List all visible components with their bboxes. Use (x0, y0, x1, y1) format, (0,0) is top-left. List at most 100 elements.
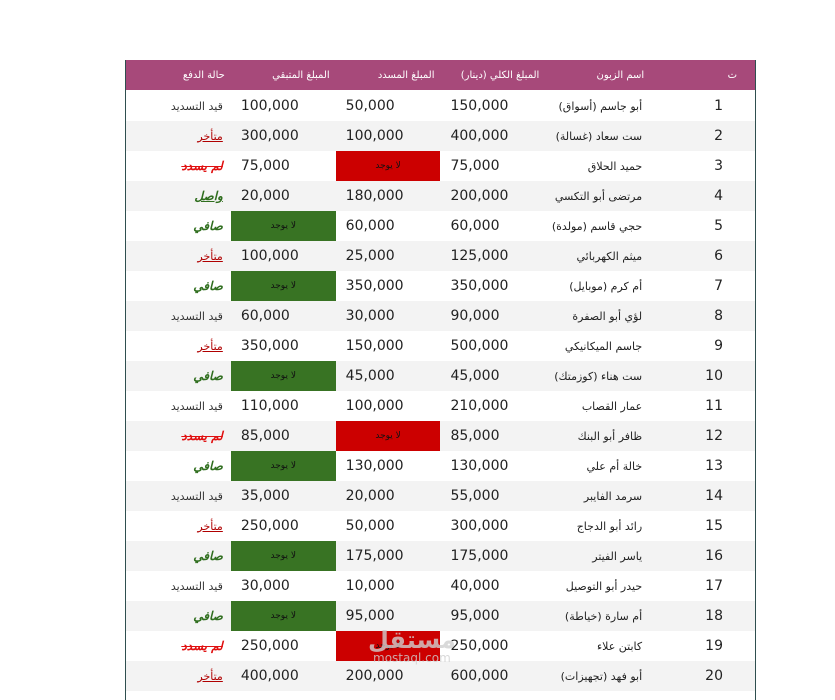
cell-remaining[interactable]: 30,000 (230, 571, 336, 601)
cell-remaining[interactable]: 20,000 (230, 181, 336, 211)
cell-name[interactable]: ست سعاد (غسالة) (545, 121, 651, 151)
cell-name[interactable]: عمار القصاب (545, 391, 651, 421)
cell-status[interactable]: متأخر (126, 511, 231, 541)
cell-paid[interactable]: 50,000 (335, 90, 441, 121)
cell-paid[interactable]: 60,000 (335, 211, 441, 241)
cell-total[interactable]: 85,000 (440, 421, 546, 451)
cell-name[interactable]: جاسم الميكانيكي (545, 331, 651, 361)
cell-total[interactable]: 200,000 (440, 181, 546, 211)
cell-name[interactable]: لؤي أبو الصفرة (545, 301, 651, 331)
cell-status[interactable]: صافي (126, 271, 231, 301)
cell-paid[interactable]: 50,000 (335, 511, 441, 541)
cell-index[interactable]: 12 (650, 421, 755, 451)
cell-total[interactable]: 75,000 (440, 151, 546, 181)
cell-paid[interactable]: 180,000 (335, 181, 441, 211)
cell-paid[interactable]: لا يوجد (335, 421, 441, 451)
cell-total[interactable]: 125,000 (440, 241, 546, 271)
cell-index[interactable]: 8 (650, 301, 755, 331)
cell-total[interactable]: 60,000 (440, 211, 546, 241)
cell-index[interactable]: 10 (650, 361, 755, 391)
cell-paid[interactable]: 45,000 (335, 361, 441, 391)
cell-total[interactable]: 350,000 (440, 271, 546, 301)
cell-remaining[interactable]: 250,000 (230, 631, 336, 661)
cell-remaining[interactable]: 100,000 (230, 90, 336, 121)
cell-remaining[interactable]: لا يوجد (230, 211, 336, 241)
cell-index[interactable]: 1 (650, 90, 755, 121)
cell-index[interactable]: 3 (650, 151, 755, 181)
cell-index[interactable]: 18 (650, 601, 755, 631)
cell-total[interactable]: 600,000 (440, 661, 546, 691)
cell-total[interactable]: 250,000 (440, 631, 546, 661)
cell-name[interactable]: حميد الحلاق (545, 151, 651, 181)
cell-remaining[interactable]: 250,000 (230, 511, 336, 541)
cell-status[interactable]: متأخر (126, 661, 231, 691)
cell-status[interactable]: صافي (126, 541, 231, 571)
cell-name[interactable]: ميثم الكهربائي (545, 241, 651, 271)
cell-total[interactable]: 95,000 (440, 601, 546, 631)
cell-index[interactable]: 14 (650, 481, 755, 511)
cell-remaining[interactable]: 60,000 (230, 301, 336, 331)
cell-index[interactable]: 5 (650, 211, 755, 241)
cell-name[interactable]: مرتضى أبو التكسي (545, 181, 651, 211)
cell-paid[interactable]: لا يوجد (335, 151, 441, 181)
cell-name[interactable]: حيدر أبو التوصيل (545, 571, 651, 601)
cell-paid[interactable]: 130,000 (335, 451, 441, 481)
cell-paid[interactable]: 25,000 (335, 241, 441, 271)
cell-name[interactable]: خالة أم علي (545, 451, 651, 481)
cell-index[interactable]: 15 (650, 511, 755, 541)
cell-name[interactable]: رائد أبو الدجاج (545, 511, 651, 541)
cell-remaining[interactable]: 350,000 (230, 331, 336, 361)
cell-status[interactable]: صافي (126, 361, 231, 391)
cell-name[interactable]: ظافر أبو البنك (545, 421, 651, 451)
cell-paid[interactable]: 100,000 (335, 121, 441, 151)
cell-paid[interactable]: 150,000 (335, 331, 441, 361)
cell-index[interactable]: 7 (650, 271, 755, 301)
cell-paid[interactable]: 100,000 (335, 391, 441, 421)
cell-total[interactable]: 400,000 (440, 121, 546, 151)
cell-index[interactable]: 2 (650, 121, 755, 151)
cell-status[interactable]: متأخر (126, 331, 231, 361)
cell-index[interactable]: 19 (650, 631, 755, 661)
cell-status[interactable]: قيد التسديد (126, 301, 231, 331)
cell-remaining[interactable]: 35,000 (230, 481, 336, 511)
cell-index[interactable]: 17 (650, 571, 755, 601)
cell-name[interactable]: سرمد الفايبر (545, 481, 651, 511)
cell-total[interactable]: 500,000 (440, 331, 546, 361)
cell-remaining[interactable]: 100,000 (230, 241, 336, 271)
cell-name[interactable]: أبو جاسم (أسواق) (545, 90, 651, 121)
cell-status[interactable]: متأخر (126, 241, 231, 271)
cell-status[interactable]: قيد التسديد (126, 90, 231, 121)
cell-index[interactable]: 4 (650, 181, 755, 211)
cell-name[interactable]: ياسر الفيتر (545, 541, 651, 571)
cell-remaining[interactable]: لا يوجد (230, 271, 336, 301)
cell-status[interactable]: قيد التسديد (126, 481, 231, 511)
cell-name[interactable]: كابتن علاء (545, 631, 651, 661)
cell-status[interactable]: صافي (126, 211, 231, 241)
cell-paid[interactable]: 95,000 (335, 601, 441, 631)
cell-status[interactable]: صافي (126, 451, 231, 481)
cell-remaining[interactable]: 300,000 (230, 121, 336, 151)
cell-total[interactable]: 210,000 (440, 391, 546, 421)
cell-name[interactable]: حجي قاسم (مولدة) (545, 211, 651, 241)
cell-status[interactable]: متأخر (126, 121, 231, 151)
cell-paid[interactable]: لا يوجد (335, 631, 441, 661)
cell-paid[interactable]: 350,000 (335, 271, 441, 301)
cell-name[interactable]: أم كرم (موبايل) (545, 271, 651, 301)
cell-total[interactable]: 40,000 (440, 571, 546, 601)
cell-name[interactable]: أم سارة (خياطة) (545, 601, 651, 631)
cell-status[interactable]: قيد التسديد (126, 571, 231, 601)
cell-total[interactable]: 55,000 (440, 481, 546, 511)
cell-status[interactable]: لم يسدد (126, 421, 231, 451)
cell-paid[interactable]: 30,000 (335, 301, 441, 331)
cell-name[interactable]: أبو فهد (تجهيزات) (545, 661, 651, 691)
cell-remaining[interactable]: لا يوجد (230, 601, 336, 631)
cell-total[interactable]: 150,000 (440, 90, 546, 121)
cell-status[interactable]: صافي (126, 601, 231, 631)
cell-index[interactable]: 20 (650, 661, 755, 691)
cell-index[interactable]: 13 (650, 451, 755, 481)
cell-remaining[interactable]: 75,000 (230, 151, 336, 181)
cell-total[interactable]: 175,000 (440, 541, 546, 571)
cell-index[interactable]: 6 (650, 241, 755, 271)
cell-status[interactable]: لم يسدد (126, 151, 231, 181)
cell-paid[interactable]: 20,000 (335, 481, 441, 511)
